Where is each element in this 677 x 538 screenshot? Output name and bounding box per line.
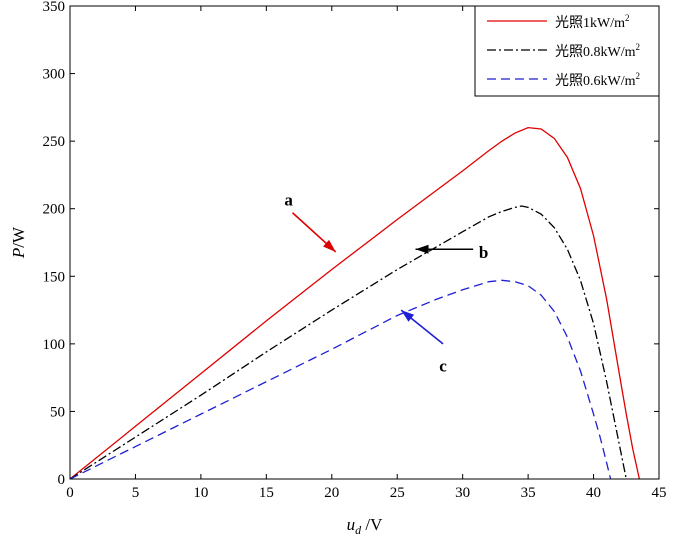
x-axis-label: ud /V <box>347 515 383 537</box>
x-tick-label: 45 <box>652 485 667 501</box>
legend: 光照1kW/m2 光照0.8kW/m2 光照0.6kW/m2 <box>474 5 660 97</box>
axes-frame <box>69 5 660 480</box>
series-layer <box>69 126 641 480</box>
legend-label-2: 光照0.8kW/m2 <box>555 42 640 60</box>
y-axis-label: P/W <box>9 226 28 259</box>
series-line-1 <box>69 126 641 480</box>
y-tick-label: 250 <box>43 134 66 150</box>
y-axis-label-unit: /W <box>9 226 28 248</box>
x-tick-label: 20 <box>324 485 339 501</box>
y-tick-label: 50 <box>50 404 65 420</box>
annotation-arrowhead-a <box>323 239 336 252</box>
x-tick-label: 30 <box>455 485 470 501</box>
axes-layer: 0 5 10 15 20 25 30 35 40 45 0 50 100 150 200 250 300 350 <box>43 0 667 501</box>
x-tick-label: 15 <box>259 485 274 501</box>
y-tick-label: 100 <box>43 337 66 353</box>
y-tick-label: 0 <box>58 472 66 488</box>
annotation-label-b: b <box>479 243 488 262</box>
annotation-arrowhead-b <box>415 244 429 254</box>
x-axis-label-main: u <box>347 515 356 534</box>
annotation-label-a: a <box>284 190 293 209</box>
y-tick-label: 150 <box>43 269 66 285</box>
legend-label-3: 光照0.6kW/m2 <box>555 71 640 89</box>
y-tick-label: 300 <box>43 67 66 83</box>
annotation-layer: a b c <box>284 190 488 375</box>
legend-label-1: 光照1kW/m2 <box>555 13 630 31</box>
x-tick-label: 35 <box>521 485 536 501</box>
x-tick-label: 10 <box>193 485 208 501</box>
x-tick-label: 0 <box>66 485 74 501</box>
y-tick-label: 350 <box>43 0 66 15</box>
annotation-label-c: c <box>439 356 447 375</box>
y-tick-label: 200 <box>43 202 66 218</box>
x-axis-label-sub: d <box>355 523 362 537</box>
x-tick-label: 40 <box>586 485 601 501</box>
series-line-2 <box>69 205 627 480</box>
x-axis-label-unit: /V <box>361 515 383 534</box>
annotation-arrowhead-c <box>401 310 415 322</box>
series-line-3 <box>69 279 612 480</box>
x-tick-label: 25 <box>390 485 405 501</box>
x-tick-label: 5 <box>132 485 140 501</box>
y-axis-label-main: P <box>9 248 28 259</box>
